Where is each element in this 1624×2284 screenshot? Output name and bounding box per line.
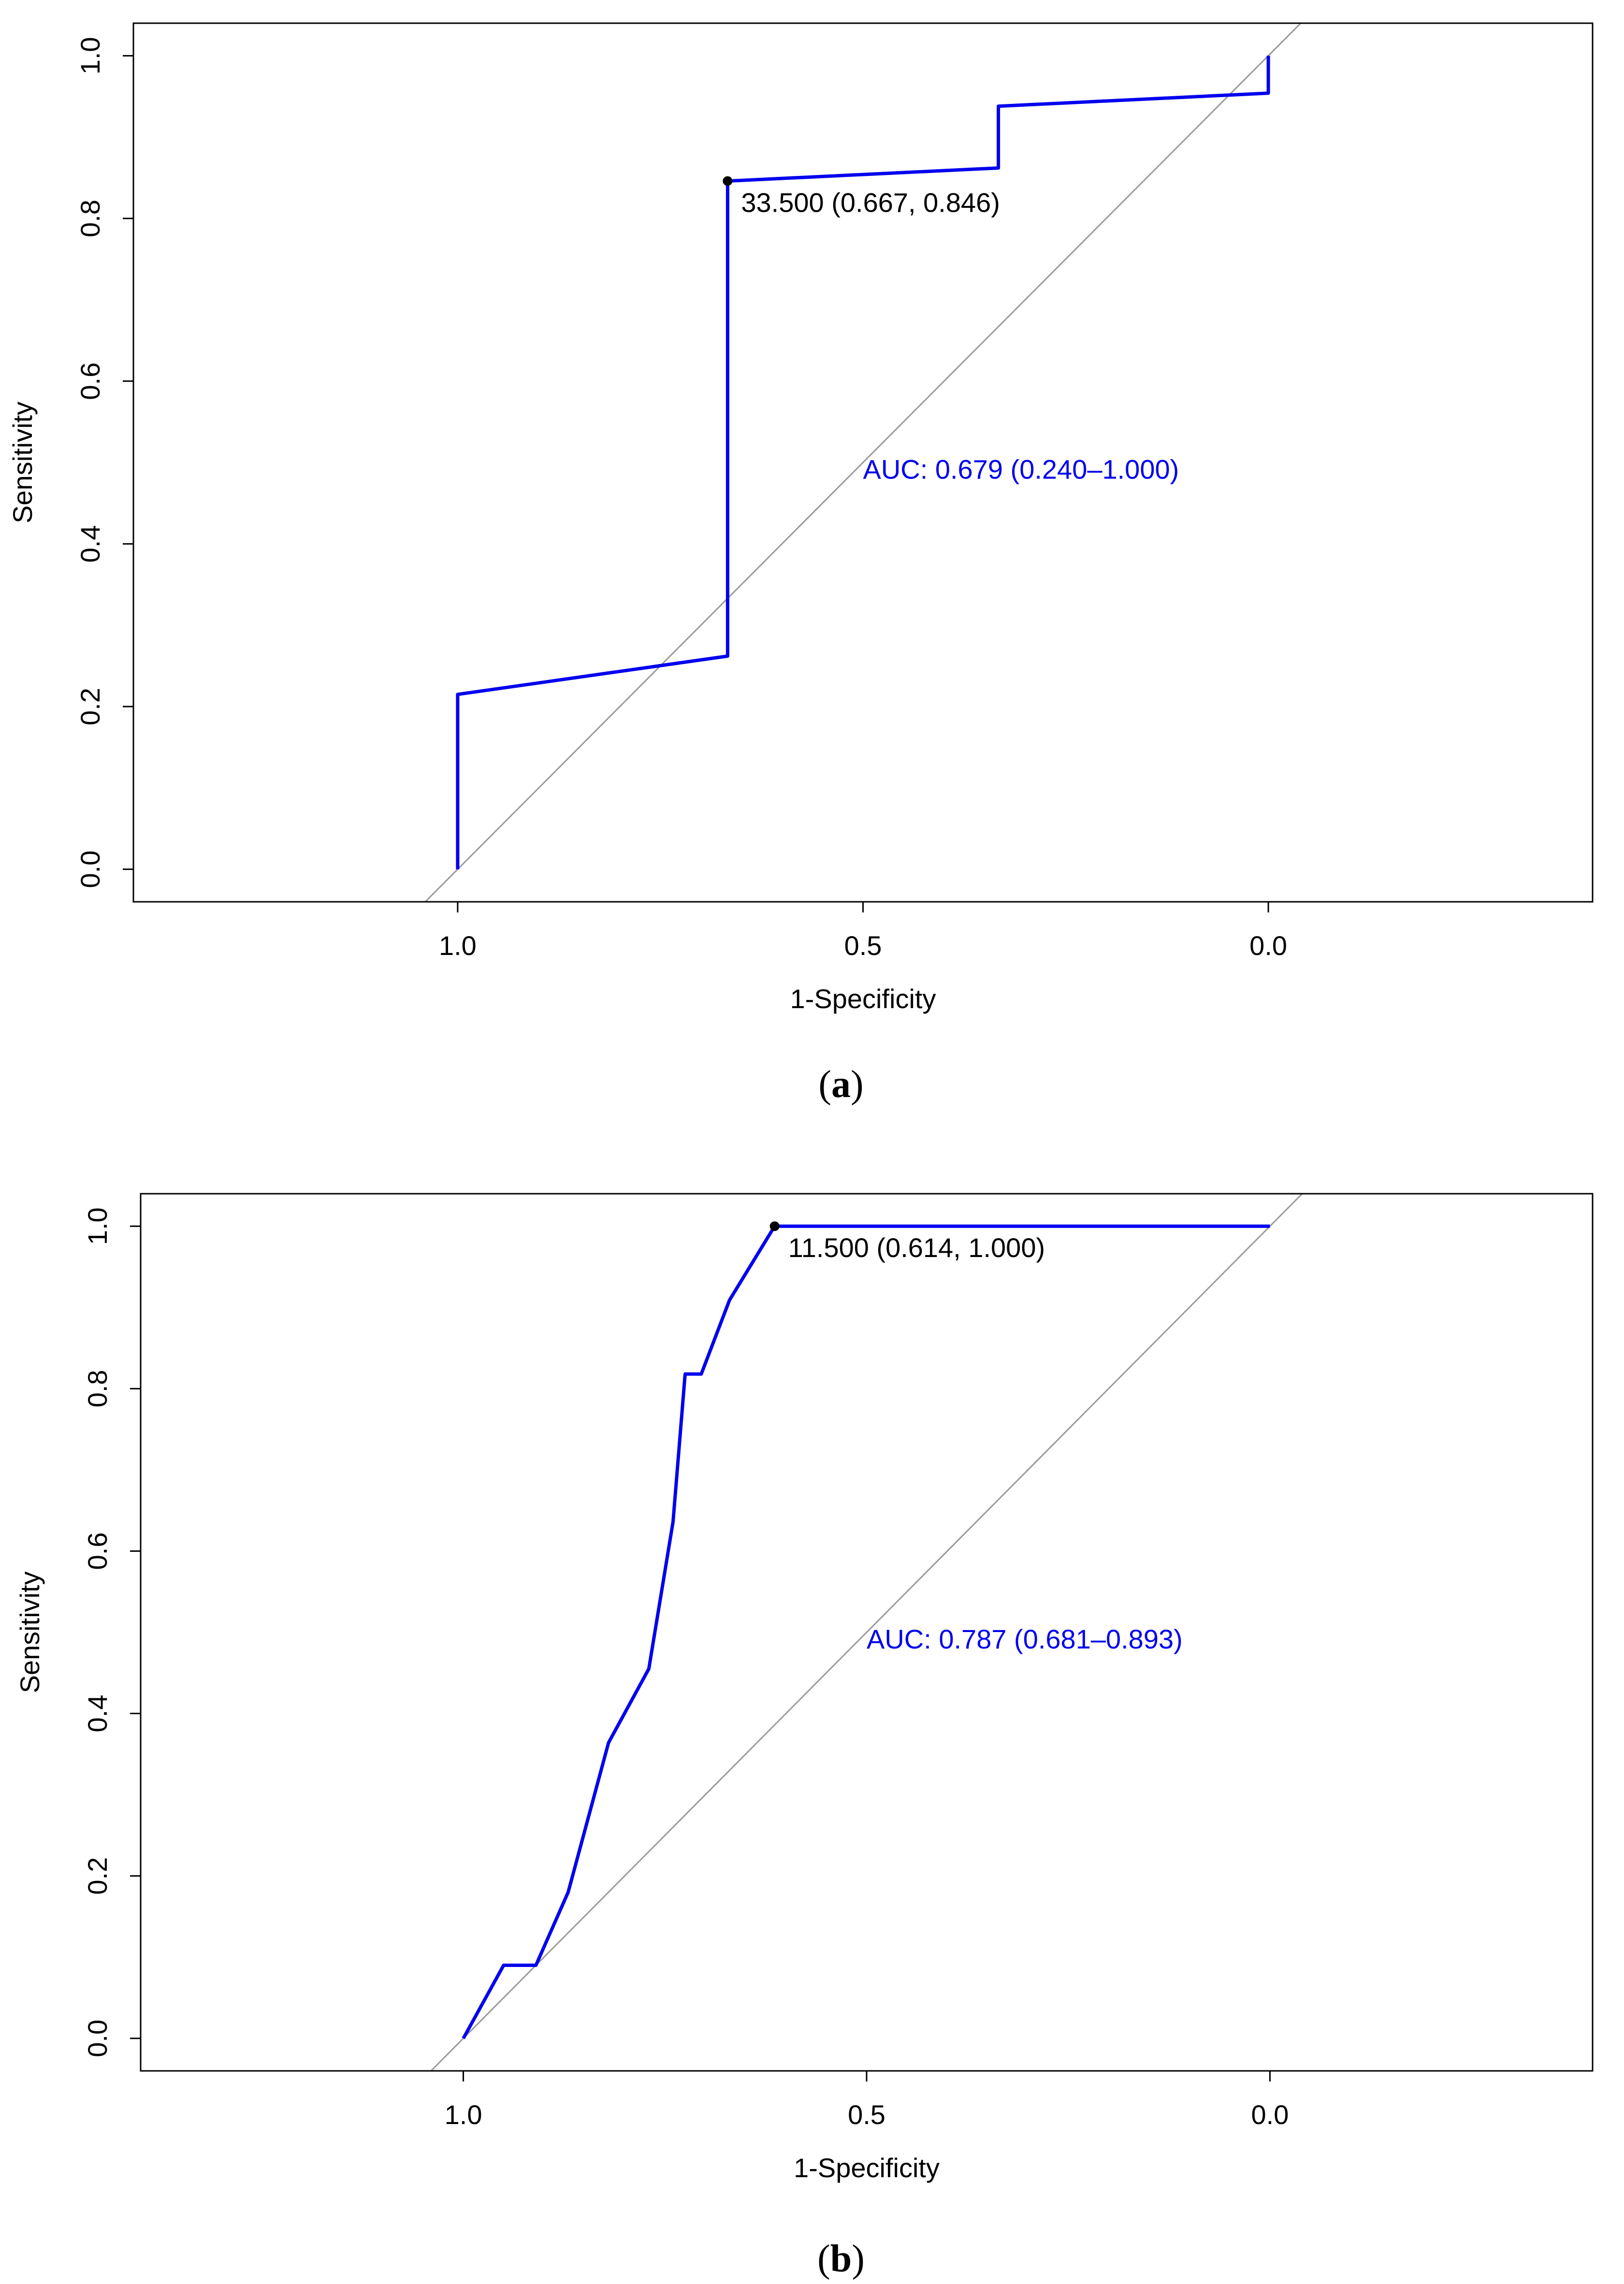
panel-caption: (a): [818, 1063, 863, 1106]
x-tick-label: 1.0: [445, 2099, 482, 2130]
y-tick-label: 0.6: [75, 362, 105, 400]
x-tick-label: 0.5: [844, 930, 882, 961]
y-tick-label: 0.0: [75, 851, 105, 888]
y-tick-label: 0.4: [75, 525, 105, 563]
y-tick-label: 0.8: [82, 1370, 113, 1407]
threshold-label: 33.500 (0.667, 0.846): [741, 188, 1000, 218]
threshold-point: [723, 176, 733, 186]
threshold-point: [769, 1221, 780, 1231]
x-tick-label: 0.0: [1249, 930, 1287, 961]
y-tick-label: 0.4: [82, 1695, 113, 1733]
diagonal-reference-line: [424, 23, 1302, 902]
auc-label: AUC: 0.787 (0.681–0.893): [867, 1624, 1183, 1654]
x-tick-label: 1.0: [439, 930, 477, 961]
x-axis-label: 1-Specificity: [794, 2153, 940, 2183]
panel-caption: (b): [817, 2238, 865, 2280]
threshold-label: 11.500 (0.614, 1.000): [788, 1232, 1045, 1263]
roc-chart-b: 11.500 (0.614, 1.000) AUC: 0.787 (0.681–0…: [14, 1193, 1594, 2280]
x-axis-label: 1-Specificity: [790, 983, 936, 1014]
y-tick-label: 0.8: [75, 200, 105, 237]
x-tick-label: 0.5: [848, 2099, 885, 2130]
y-axis-label: Sensitivity: [14, 1571, 45, 1693]
x-tick-label: 0.0: [1251, 2099, 1289, 2130]
y-tick-label: 1.0: [82, 1207, 113, 1245]
roc-chart-a: 33.500 (0.667, 0.846) AUC: 0.679 (0.240–1…: [7, 22, 1594, 1106]
y-tick-label: 0.6: [82, 1532, 113, 1570]
y-tick-label: 1.0: [75, 37, 105, 74]
y-axis-label: Sensitivity: [7, 402, 38, 523]
roc-curve: [462, 1224, 1270, 2039]
roc-curve: [456, 56, 1270, 869]
y-tick-label: 0.2: [82, 1857, 113, 1895]
auc-label: AUC: 0.679 (0.240–1.000): [863, 454, 1179, 485]
diagonal-reference-line: [430, 1194, 1304, 2071]
y-tick-label: 0.0: [82, 2020, 113, 2057]
y-tick-label: 0.2: [75, 688, 105, 725]
